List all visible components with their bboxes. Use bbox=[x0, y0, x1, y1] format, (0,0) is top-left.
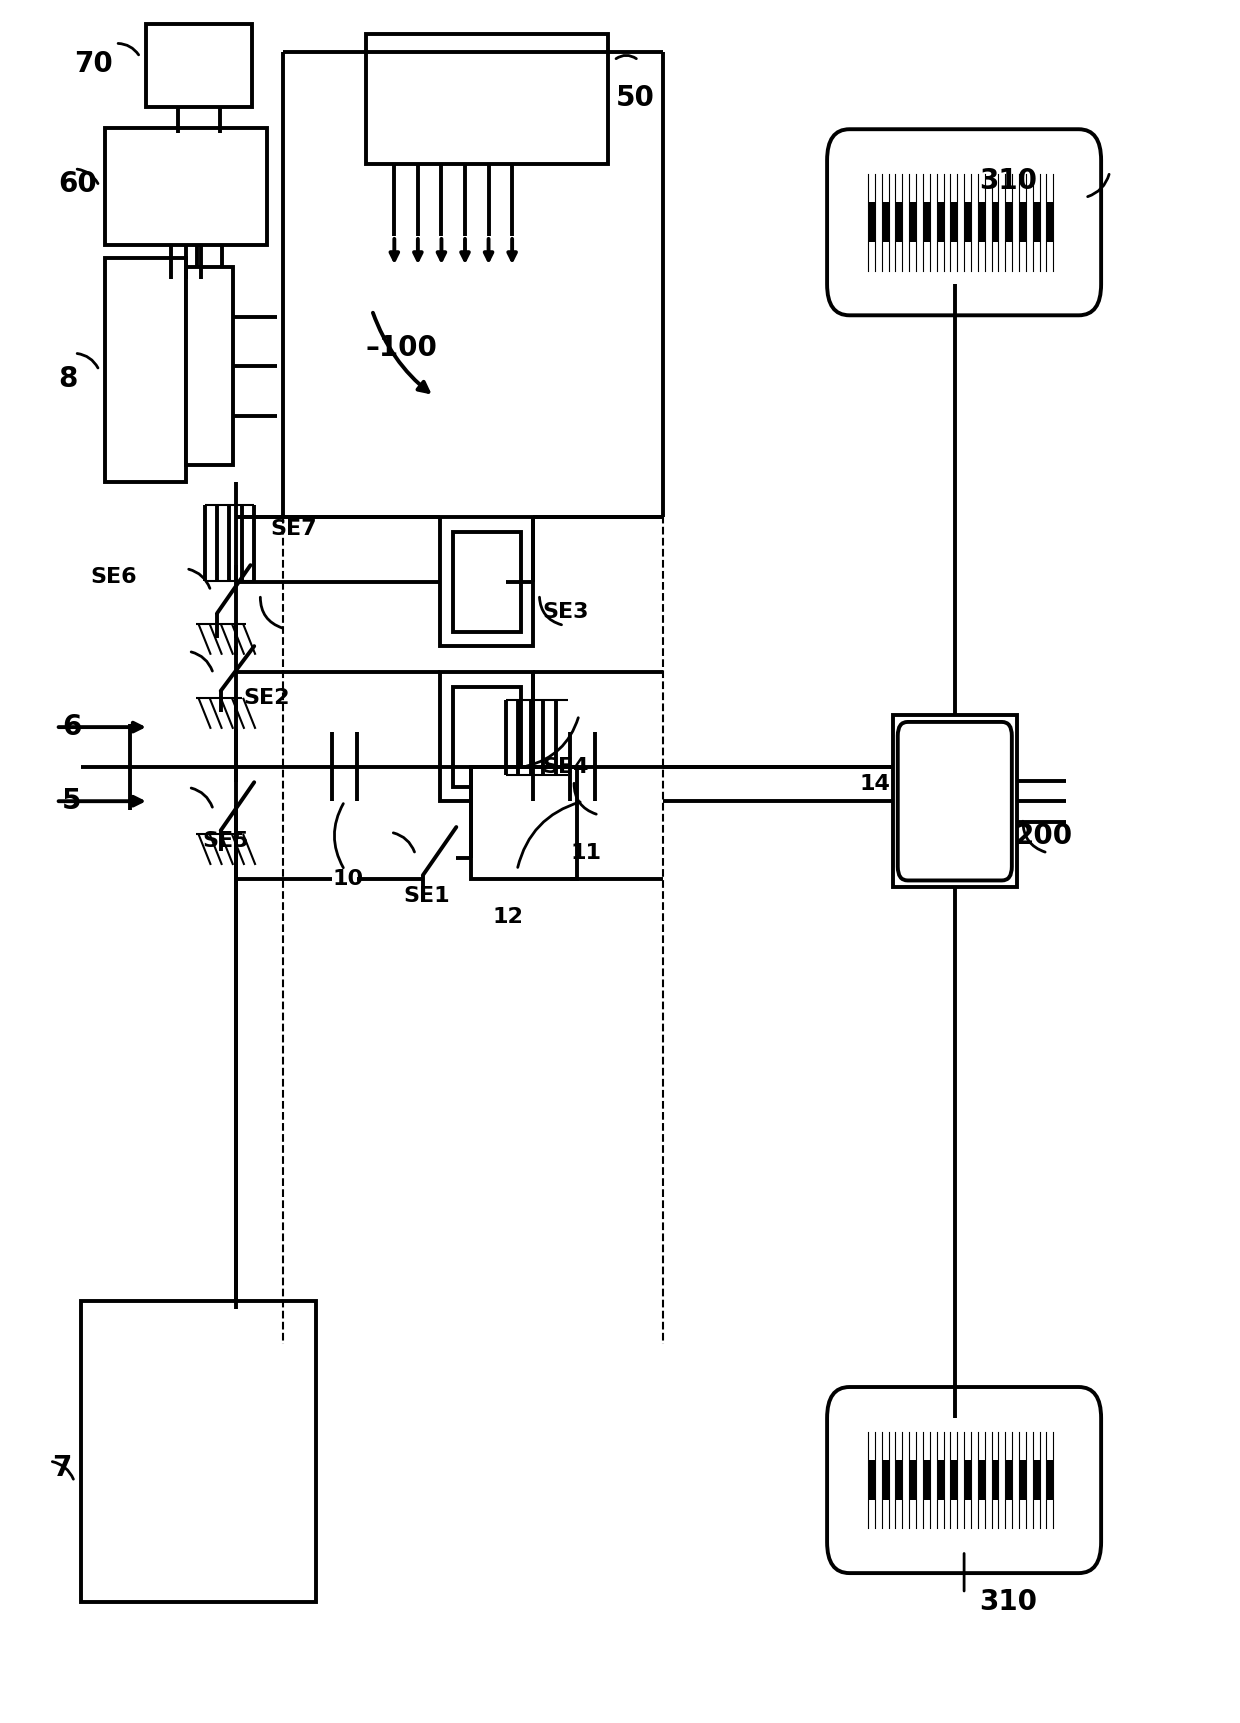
Bar bbox=[471, 767, 577, 879]
Text: SE3: SE3 bbox=[542, 601, 588, 622]
Text: SE1: SE1 bbox=[403, 886, 450, 906]
Text: SE2: SE2 bbox=[243, 687, 290, 708]
Text: 6: 6 bbox=[62, 713, 82, 741]
Text: 11: 11 bbox=[570, 843, 601, 863]
Text: 8: 8 bbox=[58, 365, 78, 393]
Text: SE5: SE5 bbox=[202, 830, 248, 851]
Bar bbox=[453, 532, 521, 632]
Text: 60: 60 bbox=[58, 171, 97, 198]
Text: 5: 5 bbox=[62, 787, 82, 815]
Bar bbox=[366, 34, 608, 164]
Bar bbox=[105, 128, 267, 245]
Bar bbox=[440, 672, 533, 801]
Text: 50: 50 bbox=[616, 84, 655, 112]
Bar bbox=[893, 715, 1017, 887]
FancyBboxPatch shape bbox=[898, 722, 1012, 880]
Bar bbox=[453, 687, 521, 787]
Text: SE6: SE6 bbox=[91, 567, 138, 588]
Bar bbox=[440, 517, 533, 646]
Text: 310: 310 bbox=[980, 167, 1038, 195]
Text: 200: 200 bbox=[1014, 822, 1073, 849]
Text: SE7: SE7 bbox=[270, 519, 317, 539]
Text: 310: 310 bbox=[980, 1589, 1038, 1616]
Text: 14: 14 bbox=[859, 774, 890, 794]
Bar bbox=[105, 258, 186, 482]
Text: 70: 70 bbox=[74, 50, 113, 78]
Bar bbox=[186, 267, 233, 465]
Text: 12: 12 bbox=[492, 906, 523, 927]
Text: 10: 10 bbox=[332, 868, 363, 889]
Bar bbox=[146, 24, 252, 107]
FancyBboxPatch shape bbox=[827, 129, 1101, 315]
Bar bbox=[81, 1301, 316, 1602]
Text: 7: 7 bbox=[52, 1454, 72, 1482]
Text: –100: –100 bbox=[366, 334, 438, 362]
Text: SE4: SE4 bbox=[542, 756, 588, 777]
FancyBboxPatch shape bbox=[827, 1387, 1101, 1573]
